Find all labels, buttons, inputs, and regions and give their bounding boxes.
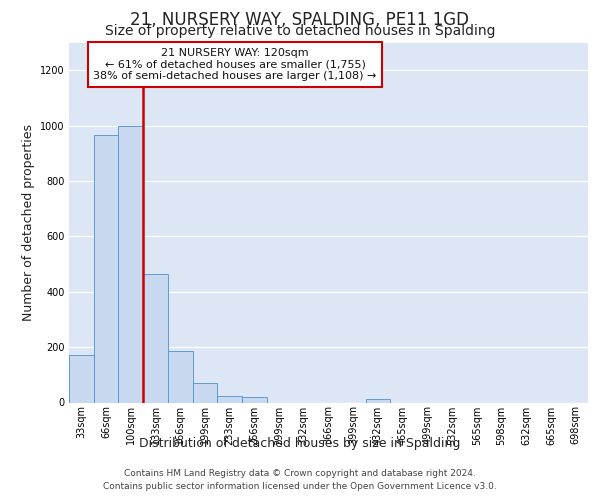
- Bar: [168, 352, 193, 403]
- Text: Contains HM Land Registry data © Crown copyright and database right 2024.
Contai: Contains HM Land Registry data © Crown c…: [103, 469, 497, 491]
- Bar: [193, 382, 217, 402]
- Text: Size of property relative to detached houses in Spalding: Size of property relative to detached ho…: [105, 24, 495, 38]
- Bar: [143, 274, 168, 402]
- Text: 21, NURSERY WAY, SPALDING, PE11 1GD: 21, NURSERY WAY, SPALDING, PE11 1GD: [131, 11, 470, 29]
- Text: Distribution of detached houses by size in Spalding: Distribution of detached houses by size …: [139, 438, 461, 450]
- Text: 21 NURSERY WAY: 120sqm
← 61% of detached houses are smaller (1,755)
38% of semi-: 21 NURSERY WAY: 120sqm ← 61% of detached…: [94, 48, 377, 81]
- Bar: [118, 126, 143, 402]
- Bar: [94, 136, 118, 402]
- Bar: [217, 396, 242, 402]
- Y-axis label: Number of detached properties: Number of detached properties: [22, 124, 35, 321]
- Bar: [69, 356, 94, 403]
- Bar: [365, 399, 390, 402]
- Bar: [242, 397, 267, 402]
